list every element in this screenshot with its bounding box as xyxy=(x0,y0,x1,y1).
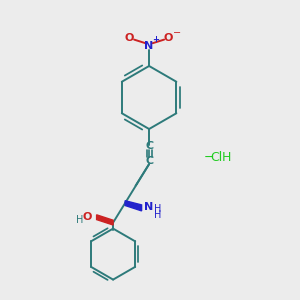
Text: C: C xyxy=(145,155,153,166)
Text: N: N xyxy=(145,40,154,51)
Text: O: O xyxy=(125,33,134,43)
Text: H: H xyxy=(222,151,231,164)
Text: O: O xyxy=(164,33,173,43)
Text: −: − xyxy=(173,28,181,38)
Text: H: H xyxy=(76,215,83,225)
Text: C: C xyxy=(145,141,153,152)
Text: +: + xyxy=(152,34,159,43)
Text: −: − xyxy=(203,151,214,164)
Text: N: N xyxy=(145,202,154,212)
Text: H: H xyxy=(154,210,161,220)
Text: O: O xyxy=(83,212,92,222)
Text: H: H xyxy=(154,204,161,214)
Polygon shape xyxy=(97,215,113,225)
Polygon shape xyxy=(125,201,142,211)
Text: Cl: Cl xyxy=(210,151,222,164)
